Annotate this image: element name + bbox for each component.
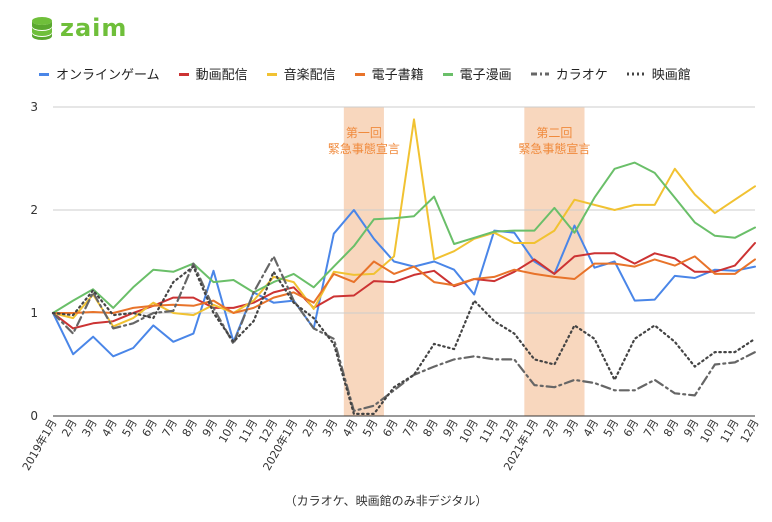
y-tick-label: 2 [30,203,38,217]
y-tick-label: 0 [30,409,38,423]
legend-item-6: カラオケ [530,64,608,83]
legend-item-4: 電子書籍 [354,64,424,83]
emergency-band-1 [343,107,384,416]
series-line-3 [52,118,756,328]
chart-legend: オンラインゲーム 動画配信 音楽配信 電子書籍 電子漫画 カラオケ 映画館 [38,64,691,83]
legend-item-5: 電子漫画 [442,64,512,83]
legend-label: カラオケ [555,68,608,83]
x-tick-label: 12月 [738,417,762,445]
legend-swatch [530,72,549,75]
x-tick-label: 4月 [100,417,120,439]
x-tick-label: 10月 [216,417,240,445]
x-tick-label: 10月 [698,417,722,445]
x-tick-label: 8月 [661,417,681,439]
x-tick-label: 6月 [140,417,160,439]
legend-item-7: 映画館 [626,64,691,83]
series-line-7 [51,265,757,415]
x-tick-label: 11月 [477,417,501,445]
annotation-label: 緊急事態宣言 [328,141,400,156]
series-line-4 [52,255,756,314]
annotation-label: 第一回 [346,126,382,140]
x-tick-label: 6月 [621,417,641,439]
logo-text: zaim [60,14,128,42]
coin-stack-icon [32,17,52,40]
legend-swatch [178,72,189,76]
legend-label: オンラインゲーム [56,68,160,83]
x-tick-label: 5月 [120,417,140,439]
legend-item-2: 動画配信 [178,64,248,83]
x-tick-label: 7月 [160,417,180,439]
legend-label: 映画館 [651,68,691,83]
x-tick-label: 3月 [320,417,340,439]
x-tick-label: 11月 [718,417,742,445]
legend-swatch [266,72,277,76]
brand-logo: zaim [30,14,127,42]
x-tick-label: 7月 [400,417,420,439]
x-tick-label: 6月 [380,417,400,439]
y-tick-label: 1 [30,306,38,320]
legend-label: 電子書籍 [371,68,424,83]
x-tick-label: 3月 [561,417,581,439]
legend-swatch [39,72,49,76]
x-tick-label: 2月 [300,417,320,439]
x-tick-label: 8月 [420,417,440,439]
legend-label: 音楽配信 [283,68,336,83]
series-line-6 [51,255,757,412]
x-tick-label: 2月 [59,417,79,439]
legend-swatch [442,72,453,76]
series-line-1 [52,209,756,358]
x-tick-label: 2019年1月 [19,417,60,473]
legend-item-1: オンラインゲーム [38,64,160,83]
x-tick-label: 3月 [79,417,99,439]
legend-label: 電子漫画 [459,68,512,83]
legend-label: 動画配信 [195,68,248,83]
x-tick-label: 10月 [457,417,481,445]
x-tick-label: 5月 [601,417,621,439]
x-tick-label: 4月 [340,417,360,439]
x-tick-label: 7月 [641,417,661,439]
series-line-2 [52,242,756,330]
x-tick-label: 11月 [236,417,260,445]
series-line-5 [52,161,756,314]
legend-swatch [626,72,645,75]
legend-item-3: 音楽配信 [266,64,336,83]
legend-swatch [354,72,365,76]
x-tick-label: 4月 [581,417,601,439]
x-tick-label: 8月 [180,417,200,439]
footnote: （カラオケ、映画館のみ非デジタル） [284,494,488,508]
annotation-label: 第二回 [536,126,572,140]
annotation-label: 緊急事態宣言 [518,141,590,156]
x-tick-label: 2月 [541,417,561,439]
y-tick-label: 3 [30,100,38,114]
x-tick-label: 5月 [360,417,380,439]
